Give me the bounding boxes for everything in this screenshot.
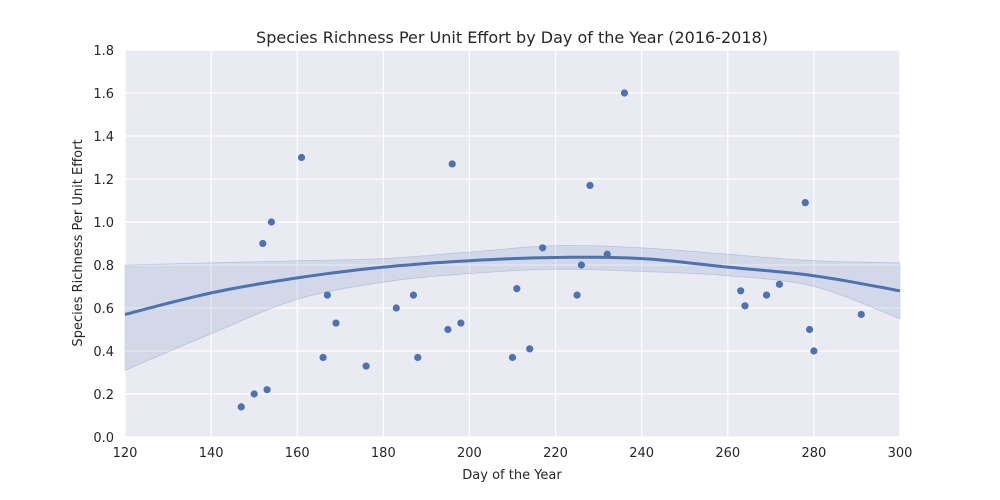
x-tick-label: 240 (629, 446, 654, 461)
y-axis-label: Species Richness Per Unit Effort (71, 139, 86, 346)
x-tick-label: 280 (801, 446, 826, 461)
y-tick-label: 1.4 (93, 130, 114, 145)
confidence-band-layer (124, 245, 901, 372)
data-point (362, 362, 370, 370)
data-point (577, 261, 585, 269)
data-point (603, 250, 611, 258)
y-tick-label: 0.8 (93, 259, 114, 274)
data-point (297, 153, 306, 162)
confidence-band (124, 245, 901, 372)
x-axis-label: Day of the Year (462, 468, 562, 483)
x-tick-label: 260 (715, 446, 740, 461)
data-point (737, 287, 745, 295)
y-tick-label: 0.6 (93, 302, 114, 317)
data-point (573, 291, 581, 299)
data-point (526, 345, 534, 353)
data-point (741, 302, 749, 310)
data-point (448, 160, 456, 168)
x-tick-label: 220 (543, 446, 568, 461)
data-point (250, 390, 258, 398)
data-point (857, 310, 865, 319)
x-tick-label: 300 (888, 446, 913, 461)
x-tick-label: 180 (371, 446, 396, 461)
y-tick-label: 1.0 (93, 216, 114, 231)
data-point (444, 325, 452, 334)
data-point (392, 304, 400, 312)
data-point (263, 386, 271, 394)
chart-title: Species Richness Per Unit Effort by Day … (256, 28, 768, 47)
fit-line (124, 255, 901, 316)
data-point (457, 319, 465, 327)
points-layer (237, 89, 865, 411)
x-tick-label: 160 (285, 446, 310, 461)
x-tick-label: 200 (457, 446, 482, 461)
data-point (539, 244, 547, 252)
data-point (409, 291, 418, 299)
plot-area (125, 50, 900, 437)
data-point (775, 280, 784, 288)
data-point (414, 353, 422, 362)
data-point (586, 181, 594, 190)
data-point (508, 353, 517, 362)
x-tick-labels: 120 140 160 180 200 220 240 260 280 300 (113, 446, 913, 461)
data-point (319, 353, 327, 362)
data-point (762, 291, 771, 299)
data-point (267, 218, 275, 226)
x-tick-label: 140 (199, 446, 224, 461)
data-point (237, 403, 245, 411)
x-tick-label: 120 (113, 446, 138, 461)
y-tick-labels: 0.0 0.2 0.4 0.6 0.8 1.0 1.2 1.4 1.6 1.8 (93, 44, 114, 446)
data-point (620, 89, 629, 97)
data-point (259, 239, 267, 248)
data-point (323, 291, 331, 299)
data-point (513, 285, 521, 293)
data-point (332, 319, 340, 327)
y-tick-label: 0.2 (93, 388, 114, 403)
y-tick-label: 0.4 (93, 345, 114, 360)
data-point (810, 347, 818, 355)
data-point (805, 325, 814, 334)
fit-line-layer (124, 255, 901, 316)
y-tick-label: 0.0 (93, 431, 114, 446)
data-point (801, 199, 809, 207)
y-tick-label: 1.6 (93, 87, 114, 102)
y-tick-label: 1.8 (93, 44, 114, 59)
y-tick-label: 1.2 (93, 173, 114, 188)
